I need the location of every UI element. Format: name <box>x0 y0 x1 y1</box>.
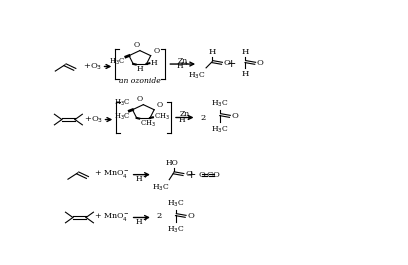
Text: H$^+$: H$^+$ <box>176 60 190 71</box>
Text: Zn: Zn <box>180 110 190 118</box>
Text: CH$_3$: CH$_3$ <box>154 112 170 122</box>
Text: H: H <box>136 65 143 73</box>
Text: H$_3$C: H$_3$C <box>152 183 169 193</box>
Text: H: H <box>242 48 249 56</box>
Text: O: O <box>185 170 192 178</box>
Text: C: C <box>206 171 213 179</box>
Text: H$_3$C: H$_3$C <box>211 125 229 135</box>
Text: O: O <box>224 59 231 67</box>
Text: O: O <box>137 95 143 103</box>
Text: H$_3$C: H$_3$C <box>188 70 205 81</box>
Text: O: O <box>187 212 194 220</box>
Text: CH$_3$: CH$_3$ <box>140 119 156 129</box>
Text: H: H <box>208 48 216 56</box>
Text: O: O <box>199 171 206 179</box>
Text: +O$_3$: +O$_3$ <box>84 114 104 125</box>
Text: H$_3$C: H$_3$C <box>167 225 185 235</box>
Text: O: O <box>232 112 239 120</box>
Text: O: O <box>153 47 160 55</box>
Text: + MnO$_4^-$: + MnO$_4^-$ <box>94 211 130 224</box>
Text: H$_3$C: H$_3$C <box>109 57 126 67</box>
Text: Zn: Zn <box>177 57 188 65</box>
Text: H$^+$: H$^+$ <box>178 113 192 125</box>
Text: O: O <box>213 171 220 179</box>
Text: O: O <box>257 59 264 67</box>
Text: + MnO$_4^-$: + MnO$_4^-$ <box>94 169 130 181</box>
Text: an ozonide: an ozonide <box>119 77 161 85</box>
Text: HO: HO <box>166 159 178 167</box>
Text: O: O <box>157 101 163 109</box>
Text: H$_3$C: H$_3$C <box>113 111 130 122</box>
Text: H$_3$C: H$_3$C <box>167 198 185 209</box>
Text: +: + <box>187 170 196 180</box>
Text: +: + <box>226 59 236 69</box>
Text: +O$_3$: +O$_3$ <box>82 61 102 72</box>
Text: H: H <box>242 70 249 78</box>
Text: H$^+$: H$^+$ <box>135 215 149 227</box>
Text: O: O <box>134 41 140 49</box>
Text: 2: 2 <box>157 212 162 220</box>
Text: H$_3$C: H$_3$C <box>211 98 229 109</box>
Text: H$^+$: H$^+$ <box>135 173 149 184</box>
Text: H$_3$C: H$_3$C <box>113 98 130 108</box>
Text: 2: 2 <box>201 113 206 121</box>
Text: H: H <box>150 59 157 67</box>
